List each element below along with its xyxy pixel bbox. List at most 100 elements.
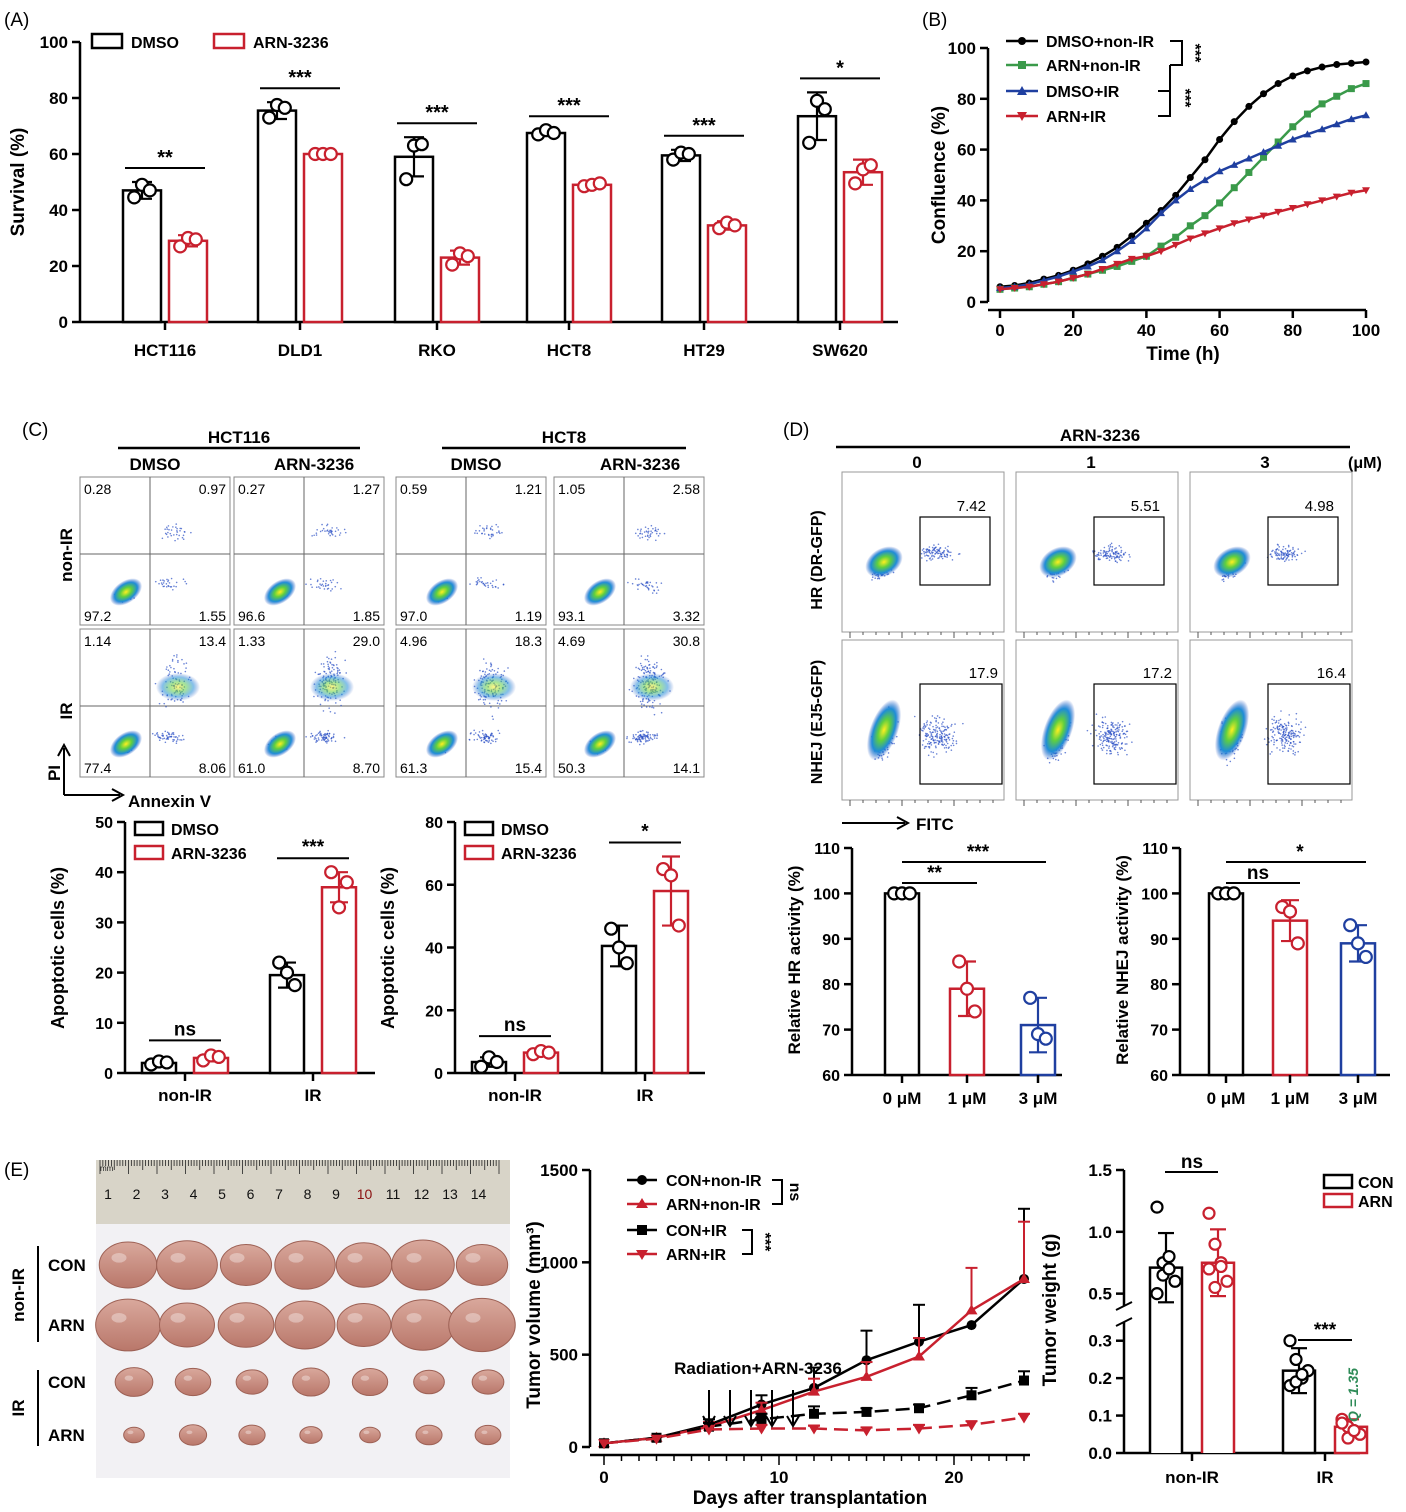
panel-c-event-dot <box>165 705 167 708</box>
panel-c-event-dot <box>170 529 173 531</box>
panel-c-event-dot <box>336 669 339 672</box>
panel-c-event-dot <box>480 736 483 739</box>
panel-c-event-dot <box>334 535 337 537</box>
panel-a-y-tick-label: 60 <box>49 145 68 164</box>
panel-d-event-dot <box>1300 728 1302 730</box>
panel-c-event-dot <box>638 668 641 671</box>
panel-b-marker <box>1216 135 1224 143</box>
panel-e-tumor-highlight <box>111 1253 127 1263</box>
panel-c-event-dot <box>493 669 496 672</box>
panel-c-event-dot <box>161 732 164 735</box>
panel-c-event-dot <box>332 735 335 738</box>
panel-c-event-dot <box>311 535 313 537</box>
panel-e-weight-data-point <box>1220 1274 1234 1288</box>
panel-e-tumor <box>156 1240 218 1290</box>
panel-d-flow-plot <box>1015 471 1179 633</box>
panel-d-data-point <box>959 981 975 996</box>
panel-c-event-dot <box>185 582 188 585</box>
panel-c-bar-y-tick-label: 10 <box>95 1016 113 1033</box>
panel-c-event-dot <box>181 734 184 737</box>
panel-d-event-dot <box>1278 719 1280 722</box>
panel-d-event-dot <box>1280 551 1283 554</box>
panel-d-event-dot <box>1106 727 1109 729</box>
panel-c-group-label: HCT116 <box>208 428 270 447</box>
panel-e-row-label: CON <box>48 1256 86 1275</box>
panel-c-quadrant-value: 61.0 <box>238 760 265 776</box>
panel-c-event-dot <box>651 706 653 709</box>
panel-d-event-dot <box>954 723 956 725</box>
panel-c-event-dot <box>644 658 647 661</box>
panel-c-event-dot <box>343 528 346 531</box>
panel-e-volume-marker <box>966 1320 977 1331</box>
panel-d-event-dot <box>943 743 946 746</box>
panel-d-event-dot <box>1287 722 1290 725</box>
panel-c-condition-label: DMSO <box>451 455 502 474</box>
panel-d-event-dot <box>1282 736 1285 738</box>
panel-c-event-dot <box>167 579 170 582</box>
panel-d-event-dot <box>1291 556 1294 558</box>
panel-c-data-point <box>324 865 339 880</box>
panel-d-event-dot <box>930 744 933 746</box>
panel-a-data-point <box>681 146 696 162</box>
panel-c-event-dot <box>641 700 644 703</box>
panel-c-event-dot <box>646 701 649 704</box>
panel-c-data-point <box>287 978 302 993</box>
panel-d-event-dot <box>941 733 944 735</box>
panel-e-tumor-highlight <box>406 1313 422 1323</box>
panel-e-weight-data-point <box>1202 1206 1216 1220</box>
panel-c-event-dot <box>483 530 485 532</box>
panel-e-ruler-number: 6 <box>247 1186 255 1202</box>
panel-c-row-label: non-IR <box>57 528 76 582</box>
panel-c-event-dot <box>320 732 322 735</box>
panel-b-legend-marker <box>1017 112 1027 121</box>
panel-d-event-dot <box>1110 750 1112 753</box>
panel-c-bar-y-tick-label: 20 <box>425 1003 443 1020</box>
panel-c-event-dot <box>305 583 307 586</box>
panel-d-event-dot <box>936 739 939 742</box>
panel-c-event-dot <box>653 663 656 666</box>
panel-d-event-dot <box>1110 542 1113 545</box>
panel-c-event-dot <box>626 737 628 740</box>
panel-d-bar-y-tick-label: 100 <box>1141 886 1168 903</box>
panel-d-event-dot <box>1273 743 1275 746</box>
panel-c-event-dot <box>338 534 341 536</box>
panel-b-marker <box>1333 92 1341 100</box>
panel-d-event-dot <box>920 557 923 559</box>
panel-c-event-dot <box>494 586 497 588</box>
panel-c-data-point <box>339 875 354 890</box>
panel-b-legend-marker <box>1018 37 1026 45</box>
panel-d-event-dot <box>1114 724 1117 726</box>
panel-d-event-dot <box>1108 549 1111 552</box>
panel-e-weight-legend-swatch <box>1322 1173 1354 1190</box>
panel-c-event-dot <box>340 704 342 707</box>
panel-e-tumor <box>238 1424 266 1446</box>
panel-d-event-dot <box>1111 742 1114 745</box>
panel-c-event-dot <box>319 530 322 533</box>
panel-d-event-dot <box>1275 551 1277 553</box>
panel-c-data-point <box>279 965 295 980</box>
panel-c-event-dot <box>639 733 642 736</box>
panel-c-event-dot <box>319 587 321 589</box>
panel-b-marker <box>1157 209 1166 217</box>
panel-a-sig-label: *** <box>557 95 581 117</box>
panel-d-bar-y-tick-label: 60 <box>1150 1068 1168 1085</box>
panel-c-event-dot <box>482 527 484 530</box>
panel-c-event-dot <box>315 734 317 737</box>
panel-d-event-dot <box>1118 726 1120 729</box>
panel-c-event-dot <box>481 732 484 735</box>
panel-c-event-dot <box>328 657 330 660</box>
panel-d-event-dot <box>881 759 884 761</box>
panel-a-category-label: HCT116 <box>134 341 196 360</box>
panel-c-event-dot <box>167 525 170 527</box>
panel-d-event-dot <box>1294 743 1297 745</box>
panel-d-event-dot <box>1102 724 1104 727</box>
panel-d-event-dot <box>1113 734 1115 736</box>
panel-c-event-dot <box>174 539 176 542</box>
panel-c-event-dot <box>190 531 192 534</box>
panel-c-event-dot <box>172 588 174 591</box>
panel-d-event-dot <box>1279 718 1282 721</box>
panel-e-weight-tick-label: 0.0 <box>1088 1444 1112 1463</box>
panel-c-event-dot <box>176 738 179 741</box>
panel-d-event-dot <box>948 746 950 748</box>
